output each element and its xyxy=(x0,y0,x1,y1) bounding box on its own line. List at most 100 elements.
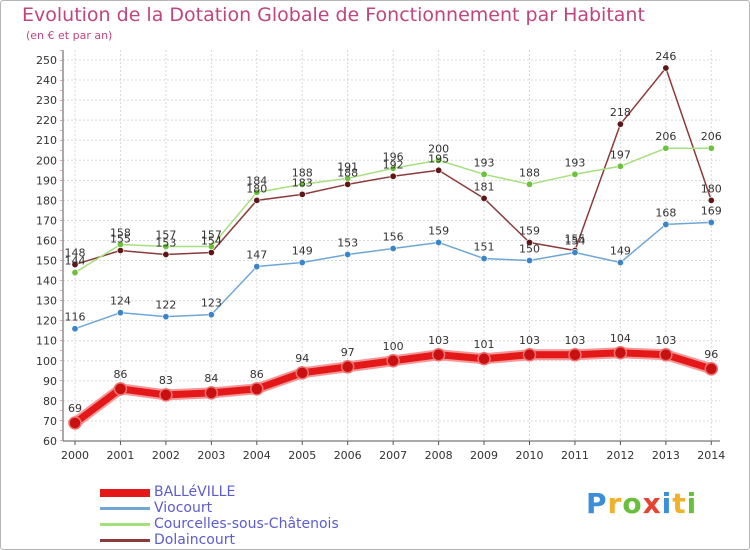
data-point xyxy=(525,257,533,265)
data-point xyxy=(207,249,215,257)
data-label: 103 xyxy=(655,334,676,347)
data-label: 86 xyxy=(113,368,127,381)
data-label: 155 xyxy=(564,233,585,246)
data-point xyxy=(477,352,491,366)
data-label: 148 xyxy=(65,247,86,260)
data-point xyxy=(525,238,533,246)
data-label: 69 xyxy=(68,402,82,415)
logo-glyph: i xyxy=(661,487,673,520)
data-point xyxy=(568,348,582,362)
data-point xyxy=(659,348,673,362)
y-tick-label: 140 xyxy=(36,275,57,288)
data-label: 101 xyxy=(474,338,495,351)
data-label: 180 xyxy=(701,182,722,195)
data-label: 169 xyxy=(701,204,722,217)
data-point xyxy=(344,174,352,182)
x-tick-label: 2012 xyxy=(606,449,634,462)
data-label: 149 xyxy=(610,245,631,258)
data-label: 158 xyxy=(110,226,131,239)
legend-label: Viocourt xyxy=(154,500,213,516)
data-point xyxy=(162,242,170,250)
data-point xyxy=(250,382,264,396)
logo-glyph: o xyxy=(622,487,643,520)
data-point xyxy=(386,354,400,368)
legend-label: BALLéVILLE xyxy=(154,484,236,500)
data-label: 184 xyxy=(246,174,267,187)
y-tick-label: 130 xyxy=(36,295,57,308)
data-label: 188 xyxy=(519,166,540,179)
y-tick-label: 150 xyxy=(36,255,57,268)
data-label: 154 xyxy=(201,235,222,248)
data-point xyxy=(389,244,397,252)
data-point xyxy=(204,386,219,400)
data-label: 144 xyxy=(65,255,86,268)
data-label: 218 xyxy=(610,106,631,119)
data-point xyxy=(525,180,533,188)
data-label: 157 xyxy=(201,228,222,241)
data-point xyxy=(662,144,670,152)
data-label: 147 xyxy=(246,249,267,262)
x-tick-label: 2000 xyxy=(61,449,89,462)
data-label: 188 xyxy=(292,166,313,179)
data-label: 83 xyxy=(159,374,173,387)
data-label: 103 xyxy=(519,334,540,347)
logo-glyph: P xyxy=(586,487,608,520)
data-label: 104 xyxy=(610,332,631,345)
data-point xyxy=(707,196,715,204)
y-tick-label: 240 xyxy=(36,74,57,87)
x-tick-label: 2008 xyxy=(425,449,453,462)
data-point xyxy=(344,251,352,259)
data-point xyxy=(707,218,715,226)
data-label: 181 xyxy=(474,180,495,193)
legend-label: Dolaincourt xyxy=(154,532,235,548)
logo-glyph: x xyxy=(642,487,662,520)
data-point xyxy=(662,64,670,72)
data-label: 206 xyxy=(655,130,676,143)
y-tick-label: 190 xyxy=(36,174,57,187)
y-tick-label: 220 xyxy=(36,114,57,127)
chart-subtitle: (en € et par an) xyxy=(26,29,113,42)
data-point xyxy=(480,194,488,202)
data-point xyxy=(707,144,715,152)
x-tick-label: 2011 xyxy=(561,449,589,462)
legend-label: Courcelles-sous-Châtenois xyxy=(154,516,339,532)
y-tick-label: 210 xyxy=(36,134,57,147)
data-point xyxy=(159,388,173,402)
y-tick-label: 120 xyxy=(36,315,57,328)
chart-title: Evolution de la Dotation Globale de Fonc… xyxy=(22,4,645,26)
x-tick-label: 2005 xyxy=(288,449,316,462)
data-point xyxy=(162,251,170,259)
data-point xyxy=(435,156,443,164)
y-tick-label: 90 xyxy=(43,375,57,388)
y-tick-label: 170 xyxy=(36,214,57,227)
logo-glyph: i xyxy=(686,487,698,520)
data-label: 116 xyxy=(65,311,86,324)
data-label: 156 xyxy=(383,230,404,243)
data-label: 200 xyxy=(428,142,449,155)
data-label: 196 xyxy=(383,150,404,163)
data-label: 151 xyxy=(474,241,495,254)
data-label: 84 xyxy=(204,372,218,385)
logo-glyph: r xyxy=(607,487,623,520)
x-tick-label: 2014 xyxy=(697,449,725,462)
x-tick-label: 2006 xyxy=(334,449,362,462)
x-tick-label: 2010 xyxy=(516,449,544,462)
y-tick-label: 250 xyxy=(36,54,57,67)
x-tick-label: 2002 xyxy=(152,449,180,462)
legend-swatch xyxy=(100,523,150,526)
data-label: 191 xyxy=(337,160,358,173)
y-tick-label: 80 xyxy=(43,395,57,408)
data-label: 193 xyxy=(564,156,585,169)
data-label: 86 xyxy=(250,368,264,381)
data-label: 188 xyxy=(337,166,358,179)
y-tick-label: 110 xyxy=(36,335,57,348)
data-point xyxy=(253,196,261,204)
data-point xyxy=(253,263,261,271)
legend-swatch xyxy=(100,539,150,542)
data-point xyxy=(480,255,488,263)
x-tick-label: 2001 xyxy=(106,449,134,462)
y-tick-label: 70 xyxy=(43,415,57,428)
data-label: 246 xyxy=(655,50,676,63)
data-point xyxy=(207,242,215,250)
